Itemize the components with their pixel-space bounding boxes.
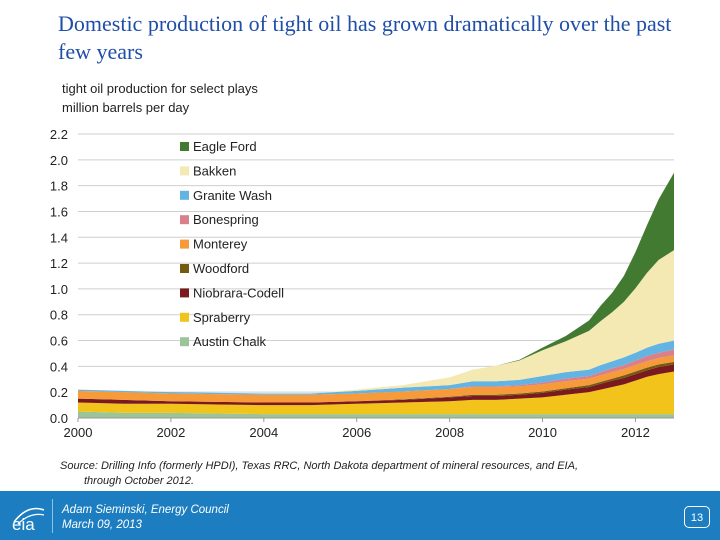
x-tick-label: 2008 — [435, 425, 464, 440]
legend-swatch-spraberry — [180, 312, 189, 322]
legend-swatch-bakken — [180, 166, 189, 176]
chart-units-label: million barrels per day — [62, 100, 190, 115]
slide-title: Domestic production of tight oil has gro… — [58, 11, 672, 64]
y-tick-label: 0.4 — [50, 359, 68, 374]
legend-label-eagle-ford: Eagle Ford — [193, 139, 257, 154]
y-tick-label: 0.2 — [50, 385, 68, 400]
area-spraberry — [78, 371, 674, 415]
legend-label-monterey: Monterey — [193, 237, 248, 252]
legend-swatch-monterey — [180, 239, 189, 249]
footer-text: Adam Sieminski, Energy Council March 09,… — [62, 503, 229, 533]
y-tick-label: 2.2 — [50, 127, 68, 142]
y-tick-label: 2.0 — [50, 153, 68, 168]
legend-label-austin-chalk: Austin Chalk — [193, 334, 266, 349]
eia-logo-mark: eia — [12, 507, 45, 534]
source-line-2: through October 2012. — [84, 475, 195, 487]
legend-swatch-niobrara-codell — [180, 288, 189, 298]
x-tick-label: 2012 — [621, 425, 650, 440]
x-tick-label: 2010 — [528, 425, 557, 440]
stacked-area-chart: 0.0 0.2 0.4 0.6 0.8 1.0 1.2 1.4 1.6 1.8 2.0 2.2 2000… — [50, 127, 674, 440]
y-tick-label: 1.2 — [50, 256, 68, 271]
area-austin-chalk — [78, 411, 674, 418]
footer-divider — [52, 499, 53, 533]
y-tick-label: 0.0 — [50, 411, 68, 426]
presentation-date: March 09, 2013 — [62, 519, 142, 531]
y-tick-label: 1.6 — [50, 204, 68, 219]
legend-label-woodford: Woodford — [193, 261, 249, 276]
x-tick-label: 2004 — [249, 425, 278, 440]
x-tick-label: 2002 — [156, 425, 185, 440]
eia-logo-text: eia — [12, 515, 35, 532]
legend-swatch-woodford — [180, 264, 189, 273]
y-tick-label: 0.6 — [50, 334, 68, 349]
x-tick-label: 2006 — [342, 425, 371, 440]
footer-bar: eia Adam Sieminski, Energy Council March… — [0, 491, 720, 540]
y-tick-label: 0.8 — [50, 308, 68, 323]
legend-label-granite-wash: Granite Wash — [193, 188, 272, 203]
y-tick-label: 1.8 — [50, 179, 68, 194]
legend-label-bonespring: Bonespring — [193, 212, 259, 227]
eia-logo: eia — [8, 502, 48, 534]
source-note: Source: Drilling Info (formerly HPDI), T… — [60, 459, 680, 489]
legend-swatch-eagle-ford — [180, 142, 189, 151]
y-tick-label: 1.4 — [50, 230, 68, 245]
page-number: 13 — [684, 506, 710, 528]
legend-swatch-granite-wash — [180, 190, 189, 200]
area-monterey — [78, 355, 674, 403]
source-line-1: Source: Drilling Info (formerly HPDI), T… — [60, 460, 579, 472]
y-tick-label: 1.0 — [50, 282, 68, 297]
area-granite-wash — [78, 340, 674, 395]
legend-label-spraberry: Spraberry — [193, 310, 251, 325]
legend-label-bakken: Bakken — [193, 163, 236, 178]
legend-label-niobrara-codell: Niobrara-Codell — [193, 285, 284, 300]
area-niobrara-codell — [78, 364, 674, 406]
chart-subtitle: tight oil production for select plays — [62, 81, 258, 96]
presenter-name: Adam Sieminski, Energy Council — [62, 504, 229, 516]
x-tick-label: 2000 — [64, 425, 93, 440]
legend-swatch-austin-chalk — [180, 337, 189, 347]
legend-swatch-bonespring — [180, 215, 189, 225]
